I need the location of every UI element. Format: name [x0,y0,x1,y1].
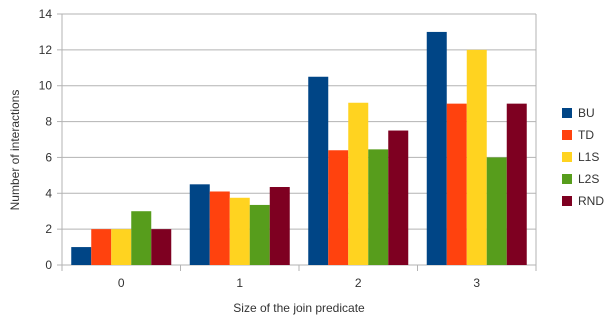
bar-l1s-2 [348,102,369,265]
x-tick-labels: 0 1 2 3 [118,276,481,290]
bar-td-1 [209,191,230,265]
legend-label-l2s: L2S [578,172,599,186]
bar-td-2 [328,150,349,265]
y-tick-label: 6 [45,150,52,164]
bar-l1s-0 [111,229,132,265]
y-tick-labels: 0 2 4 6 8 10 12 14 [39,7,53,272]
bar-l2s-2 [368,149,389,265]
bars [71,31,527,266]
bar-bu-2 [308,76,329,265]
bar-bu-0 [71,247,92,265]
legend-label-rnd: RND [578,194,604,208]
legend-label-l1s: L1S [578,150,599,164]
y-tick-label: 4 [45,186,52,200]
x-tick-label: 0 [118,276,125,290]
bar-l1s-1 [229,197,250,265]
bar-rnd-2 [388,130,409,265]
legend: BU TD L1S L2S RND [562,106,604,208]
y-tick-label: 10 [39,79,53,93]
y-tick-label: 8 [45,115,52,129]
bar-bu-3 [426,31,447,265]
x-axis-label: Size of the join predicate [233,301,365,315]
y-tick-label: 12 [39,43,53,57]
x-tick-label: 3 [473,276,480,290]
legend-swatch-td [562,130,572,140]
legend-swatch-l2s [562,174,572,184]
y-axis-label: Number of interactions [8,90,22,211]
legend-swatch-l1s [562,152,572,162]
bar-rnd-0 [151,229,172,265]
legend-label-td: TD [578,128,594,142]
bar-l2s-1 [249,204,270,265]
bar-rnd-3 [506,103,527,266]
bar-l2s-3 [486,157,507,265]
bar-td-0 [91,229,112,265]
bar-bu-1 [189,184,210,265]
bar-td-3 [446,103,467,266]
y-tick-label: 14 [39,7,53,21]
bar-l1s-3 [466,49,487,265]
y-tick-label: 0 [45,258,52,272]
bar-l2s-0 [131,211,152,265]
y-tick-label: 2 [45,222,52,236]
legend-swatch-bu [562,108,572,118]
legend-swatch-rnd [562,196,572,206]
x-tick-label: 1 [236,276,243,290]
bar-rnd-1 [269,187,290,265]
legend-label-bu: BU [578,106,595,120]
x-tick-label: 2 [355,276,362,290]
axes [61,14,537,271]
